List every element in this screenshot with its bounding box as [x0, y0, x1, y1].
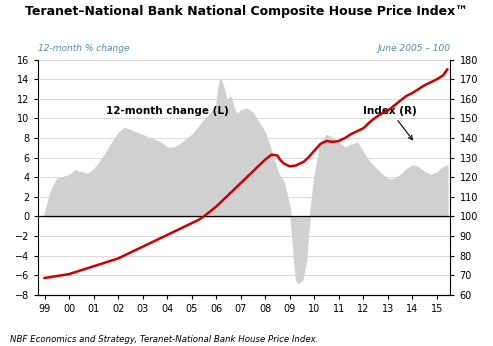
Text: Index (R): Index (R): [363, 106, 417, 140]
Text: 12-month change (L): 12-month change (L): [106, 106, 229, 116]
Text: NBF Economics and Strategy, Teranet-National Bank House Price Index.: NBF Economics and Strategy, Teranet-Nati…: [10, 335, 318, 344]
Text: 12-month % change: 12-month % change: [38, 44, 130, 53]
Text: June 2005 – 100: June 2005 – 100: [378, 44, 451, 53]
Text: Teranet–National Bank National Composite House Price Index™: Teranet–National Bank National Composite…: [25, 5, 468, 18]
